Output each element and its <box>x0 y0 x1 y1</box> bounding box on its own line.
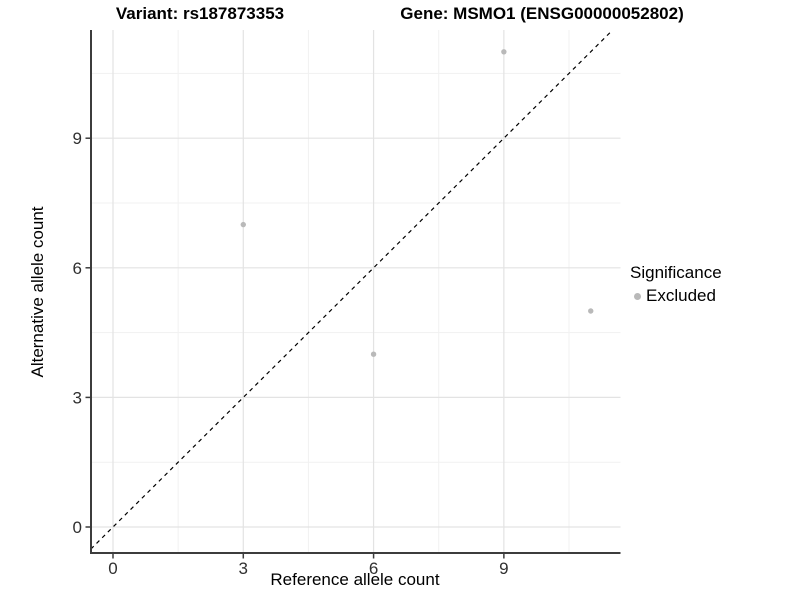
y-tick-label: 6 <box>73 259 82 278</box>
x-axis-title: Reference allele count <box>270 570 440 589</box>
variant-title: Variant: rs187873353 <box>115 4 285 23</box>
legend-entry-label: Excluded <box>646 286 716 305</box>
data-point <box>588 308 594 314</box>
legend-entry-excluded: Excluded <box>634 286 722 306</box>
legend: Significance Excluded <box>630 263 722 306</box>
legend-title: Significance <box>630 263 722 282</box>
y-tick-label: 9 <box>73 129 82 148</box>
data-point <box>240 221 246 228</box>
y-tick-label: 0 <box>73 518 82 537</box>
y-axis-title: Alternative allele count <box>28 206 47 378</box>
data-point <box>501 49 507 55</box>
x-tick-label: 9 <box>499 559 508 578</box>
gene-title: Gene: MSMO1 (ENSG00000052802) <box>400 4 684 23</box>
data-point <box>370 351 377 357</box>
excluded-point-icon <box>634 292 641 300</box>
identity-reference-line <box>90 29 613 550</box>
y-tick-label: 3 <box>73 388 82 407</box>
x-tick-label: 3 <box>239 559 248 578</box>
x-tick-label: 0 <box>108 559 117 578</box>
x-tick-label: 6 <box>369 559 378 578</box>
